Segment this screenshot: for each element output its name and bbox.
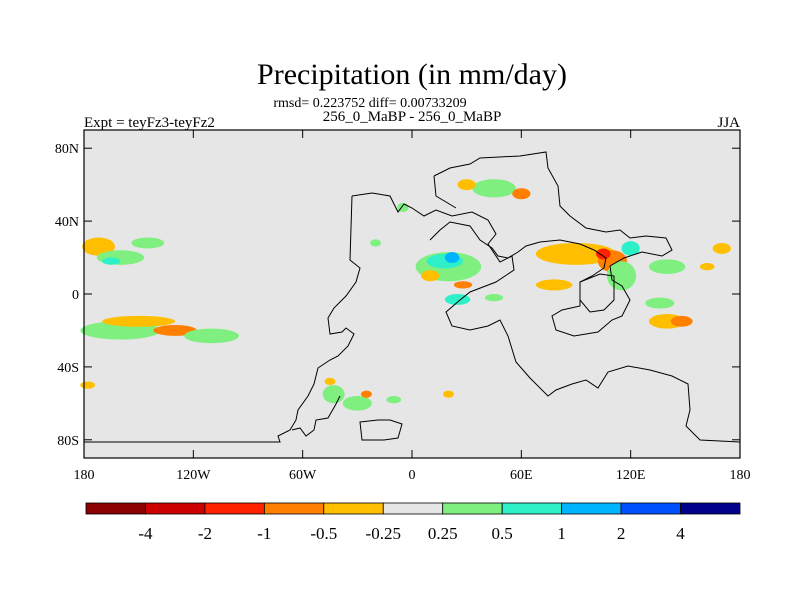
colorbar-swatch-7	[501, 502, 563, 515]
anomaly-region-9	[370, 239, 382, 247]
colorbar-swatch-9	[620, 502, 681, 515]
colorbar-swatch-5	[382, 502, 444, 515]
anomaly-region-14	[421, 270, 440, 282]
anomaly-region-7	[184, 328, 239, 344]
colorbar-label-9: 4	[676, 524, 685, 543]
anomaly-region-28	[670, 315, 693, 327]
colorbar-label-0: -4	[138, 524, 153, 543]
colorbar-label-8: 2	[617, 524, 626, 543]
anomaly-region-25	[699, 263, 715, 271]
anomaly-region-34	[322, 385, 345, 404]
colorbar-swatch-3	[263, 502, 325, 515]
chart-title: Precipitation (in mm/day)	[257, 58, 567, 91]
map-panel: 180 120W 60W 0 60E 120E 180 80N 40N 0 40S 80S	[55, 129, 751, 483]
anomaly-region-29	[645, 297, 675, 309]
colorbar-swatch-1	[145, 502, 206, 515]
anomaly-region-16	[444, 294, 471, 305]
anomaly-region-3	[131, 237, 165, 249]
x-tick-label-4: 60E	[510, 468, 533, 483]
anomaly-region-13	[444, 252, 460, 264]
right-label: JJA	[717, 115, 740, 131]
anomaly-region-18	[535, 242, 617, 265]
x-tick-label-0: 180	[74, 468, 95, 483]
anomaly-region-32	[512, 188, 531, 200]
experiment-label: 256_0_MaBP - 256_0_MaBP	[323, 109, 502, 125]
coastline-inner	[433, 175, 615, 313]
y-tick-label-2: 0	[72, 288, 79, 303]
colorbar: -4 -2 -1 -0.5 -0.25 0.25 0.5 1 2 4	[85, 502, 741, 543]
colorbar-label-1: -2	[198, 524, 212, 543]
colorbar-label-7: 1	[557, 524, 566, 543]
anomaly-region-31	[457, 179, 476, 191]
anomaly-region-20	[596, 248, 611, 260]
anomaly-region-2	[102, 257, 121, 265]
anomaly-region-5	[102, 315, 176, 327]
y-tick-label-1: 40N	[55, 215, 79, 230]
anomaly-region-15	[453, 281, 473, 289]
x-tick-label-3: 0	[409, 468, 416, 483]
plot-frame	[83, 129, 741, 459]
colorbar-swatch-6	[442, 502, 503, 515]
stats-line: rmsd= 0.223752 diff= 0.00733209	[273, 96, 466, 111]
left-label: Expt = teyFz3-teyFz2	[84, 115, 215, 131]
anomaly-region-23	[648, 259, 686, 274]
colorbar-label-6: 0.5	[492, 524, 513, 543]
anomaly-region-33	[397, 202, 409, 211]
x-tick-label-5: 120E	[616, 468, 646, 483]
anomaly-region-39	[442, 390, 454, 398]
coastline-west	[84, 195, 361, 443]
y-tick-label-4: 80S	[57, 434, 79, 449]
anomaly-region-24	[712, 242, 731, 254]
coastline-north	[433, 151, 673, 337]
anomaly-region-6	[153, 324, 197, 336]
anomaly-region-0	[82, 237, 115, 256]
anomaly-region-17	[484, 294, 504, 302]
colorbar-swatch-8	[561, 502, 622, 515]
coastlines	[84, 151, 741, 443]
colorbar-swatch-4	[323, 502, 384, 515]
coastline-arm	[429, 221, 519, 259]
anomaly-region-37	[360, 390, 372, 398]
y-tick-label-3: 40S	[57, 361, 79, 376]
y-tick-label-0: 80N	[55, 142, 79, 157]
colorbar-label-5: 0.25	[428, 524, 458, 543]
plot-background	[84, 130, 740, 458]
anomaly-region-22	[621, 241, 640, 256]
x-tick-label-1: 120W	[176, 468, 211, 483]
anomaly-region-30	[472, 179, 516, 198]
coastline-south-america	[351, 192, 741, 443]
anomaly-region-38	[386, 396, 402, 404]
anomaly-region-26	[535, 279, 573, 291]
anomaly-region-8	[80, 381, 95, 389]
colorbar-label-2: -1	[257, 524, 271, 543]
x-tick-label-6: 180	[730, 468, 751, 483]
colorbar-swatch-10	[680, 502, 741, 515]
colorbar-label-3: -0.5	[310, 524, 337, 543]
x-tick-label-2: 60W	[289, 468, 317, 483]
colorbar-label-4: -0.25	[366, 524, 401, 543]
axes: 180 120W 60W 0 60E 120E 180 80N 40N 0 40S 80S	[55, 130, 751, 483]
colorbar-swatch-2	[204, 502, 265, 515]
anomaly-region-36	[324, 377, 336, 386]
colorbar-swatch-0	[85, 502, 146, 515]
anomaly-region-35	[342, 396, 372, 411]
coastline-antarctic	[291, 395, 403, 441]
